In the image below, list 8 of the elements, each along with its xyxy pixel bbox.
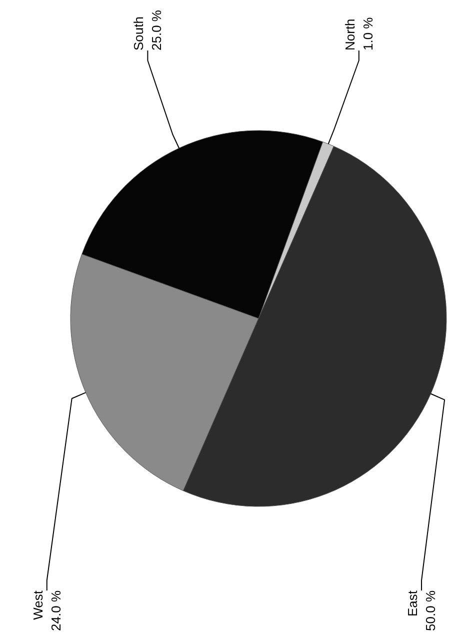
slice-label: East — [405, 590, 420, 617]
data-label: 1.0 % — [360, 16, 376, 50]
slice-label: West — [30, 590, 46, 620]
data-label: 25.0 % — [149, 10, 164, 50]
slice-label: North — [342, 18, 358, 50]
slice-label: South — [131, 16, 146, 50]
data-label: 24.0 % — [48, 590, 64, 631]
data-label: 50.0 % — [423, 590, 438, 631]
